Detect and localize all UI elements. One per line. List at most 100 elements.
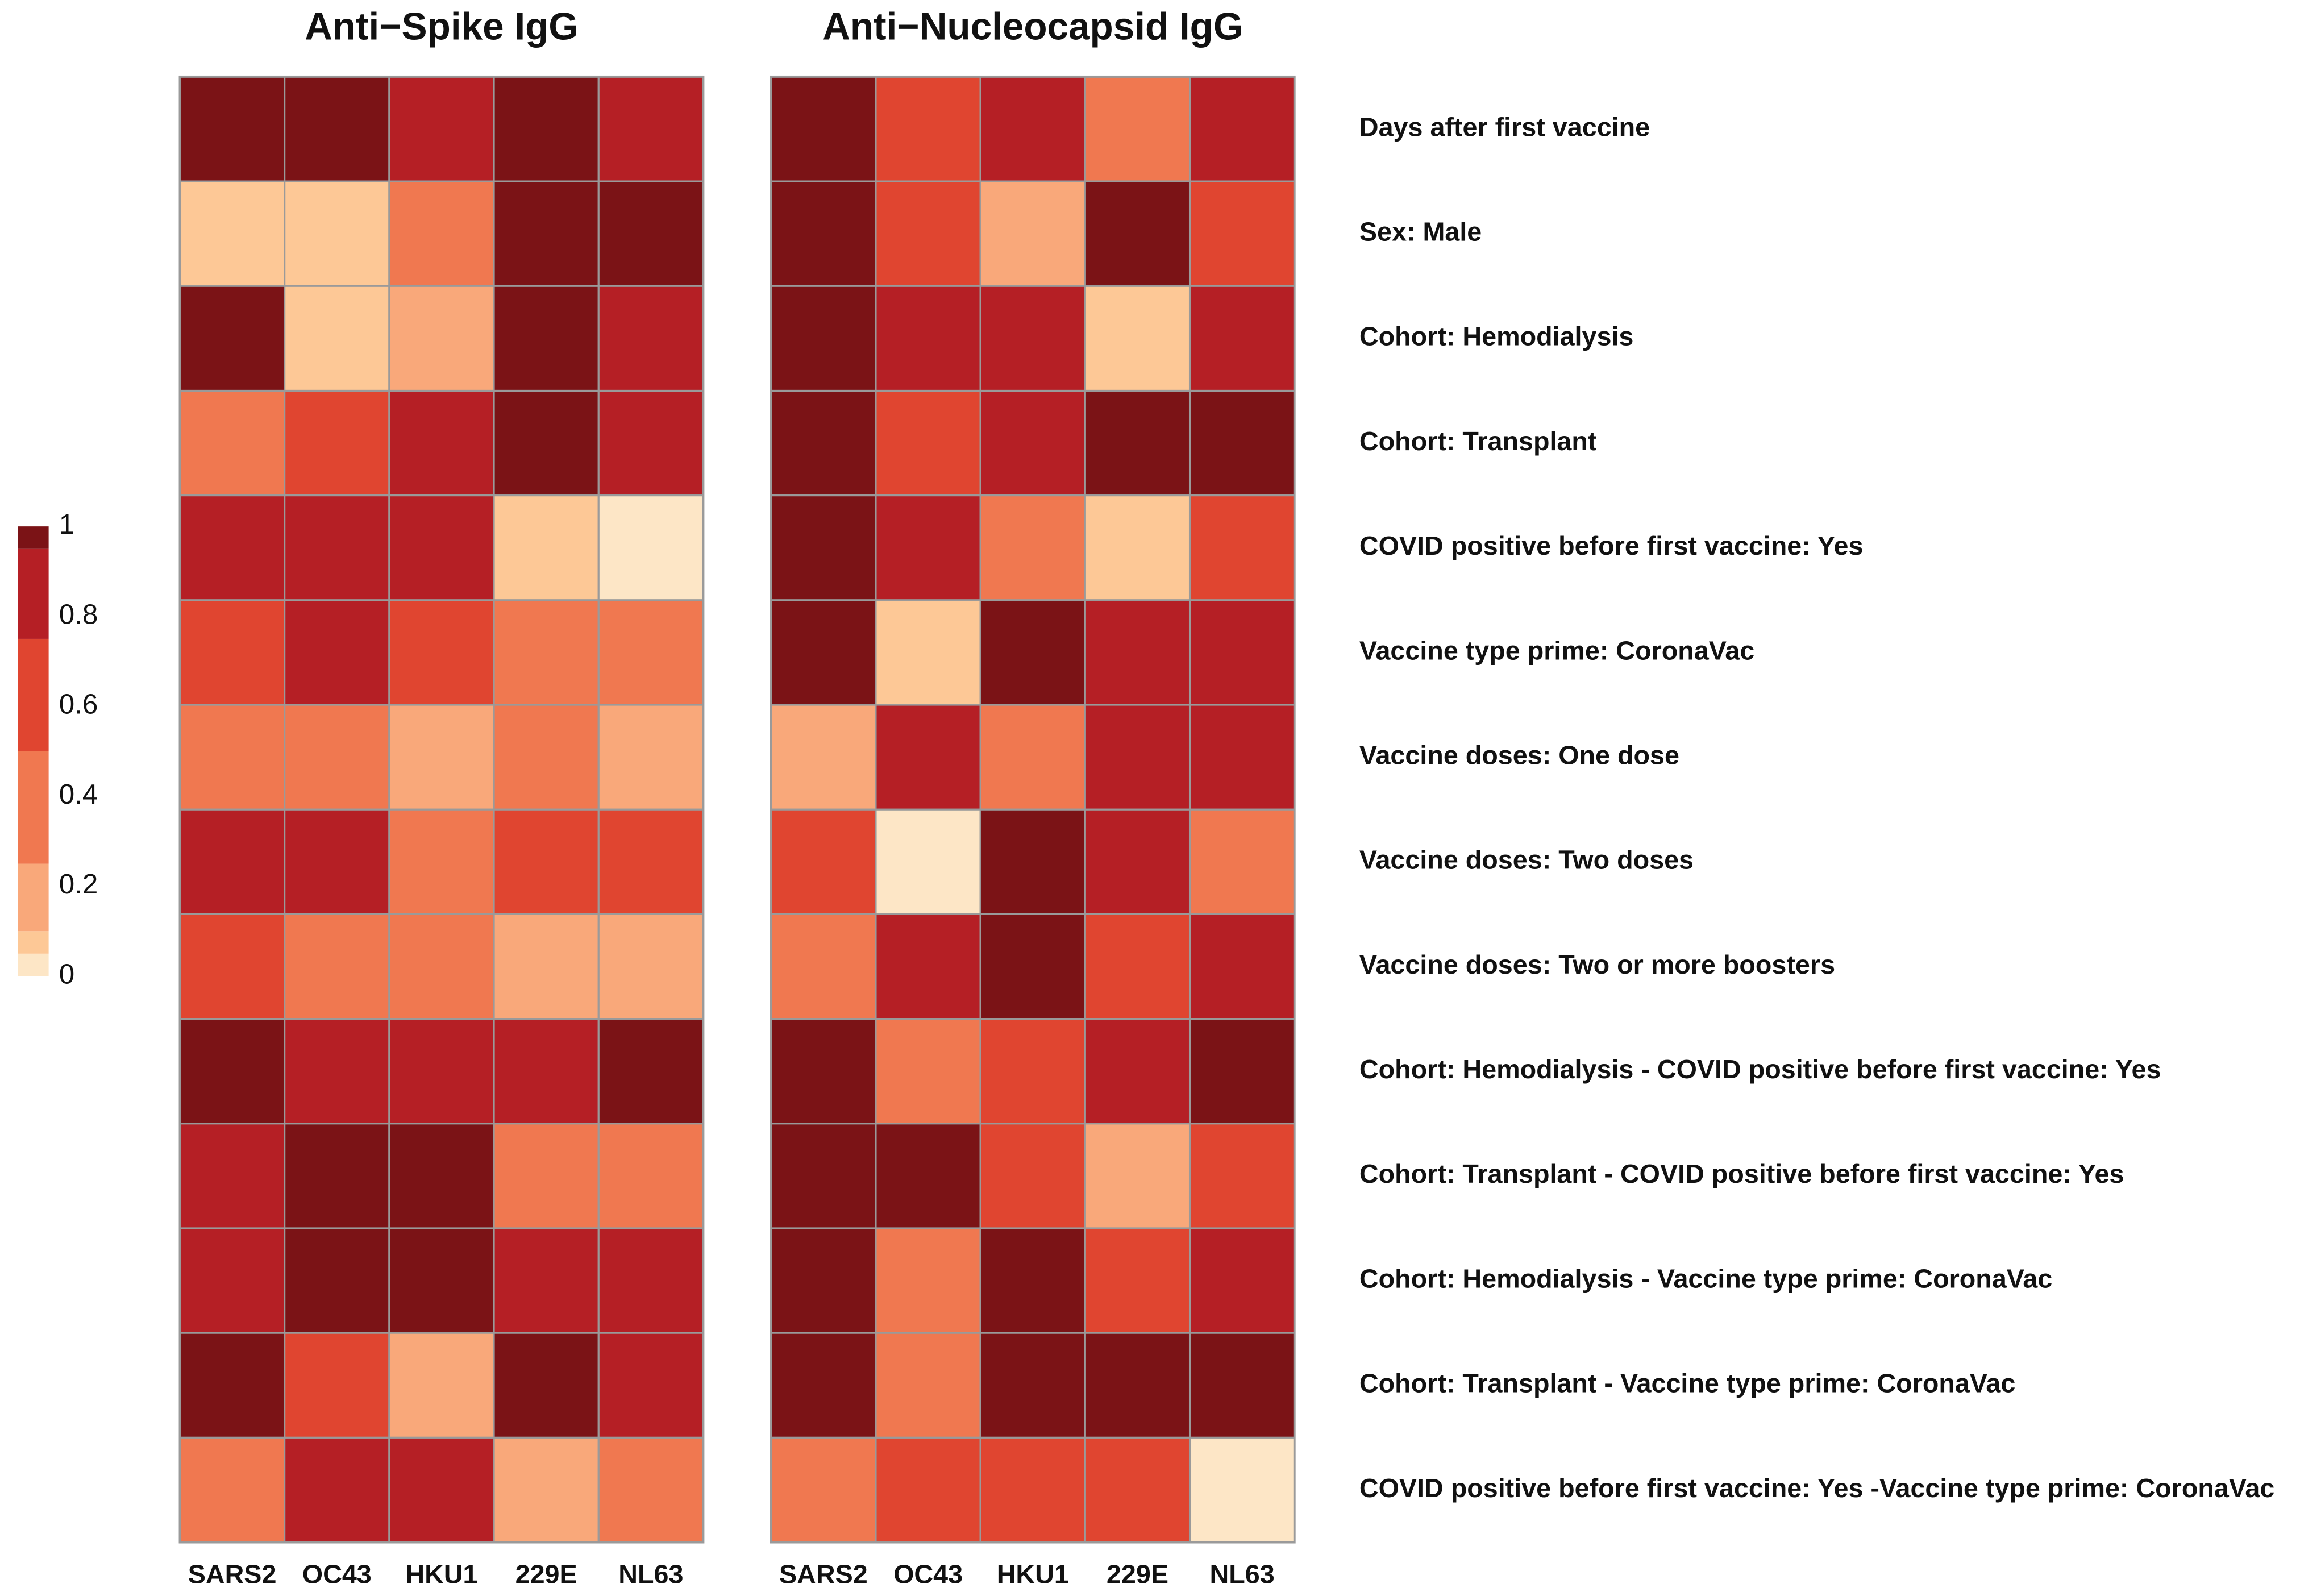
cell — [1084, 704, 1191, 811]
cell — [1188, 76, 1296, 182]
row-label: Cohort: Hemodialysis - Vaccine type prim… — [1359, 1264, 2052, 1293]
cell — [388, 494, 495, 601]
cell — [1188, 285, 1296, 392]
cell — [284, 180, 390, 287]
cell — [1084, 1123, 1191, 1229]
cell — [388, 1332, 495, 1439]
cell — [493, 494, 600, 601]
cell — [875, 180, 981, 287]
cell — [493, 76, 600, 182]
cell — [493, 913, 600, 1020]
cell — [979, 494, 1086, 601]
cell — [597, 913, 705, 1020]
cell — [979, 1332, 1086, 1439]
colorbar-tick-label: 0.6 — [59, 689, 98, 720]
cell — [770, 285, 877, 392]
cell — [770, 704, 877, 811]
cell — [1084, 1332, 1191, 1439]
cell — [493, 599, 600, 706]
cell — [597, 1123, 705, 1229]
cell — [770, 808, 877, 915]
cell — [597, 180, 705, 287]
row-label: Vaccine type prime: CoronaVac — [1359, 635, 1754, 665]
cell — [979, 1123, 1086, 1229]
panel-title: Anti−Nucleocapsid IgG — [822, 6, 1243, 48]
cell — [388, 808, 495, 915]
cell — [875, 1332, 981, 1439]
cell — [493, 704, 600, 811]
cell — [284, 285, 390, 392]
colorbar-bin — [18, 863, 49, 932]
x-tick-label: HKU1 — [997, 1560, 1069, 1589]
cell — [875, 1123, 981, 1229]
cell — [979, 285, 1086, 392]
row-label: Days after first vaccine — [1359, 112, 1650, 142]
cell — [284, 1123, 390, 1229]
cell — [1188, 599, 1296, 706]
cell — [597, 1436, 705, 1544]
cell — [597, 1018, 705, 1125]
cell — [388, 389, 495, 497]
row-label: COVID positive before first vaccine: Yes — [1359, 531, 1864, 560]
cell — [597, 1332, 705, 1439]
cell — [979, 704, 1086, 811]
cell — [770, 1227, 877, 1334]
cell — [875, 76, 981, 182]
cell — [284, 494, 390, 601]
cell — [1084, 1227, 1191, 1334]
cell — [1084, 808, 1191, 915]
x-tick-label: HKU1 — [405, 1560, 477, 1589]
cell — [979, 913, 1086, 1020]
cell — [388, 180, 495, 287]
cell — [770, 599, 877, 706]
cell — [875, 599, 981, 706]
cell — [1084, 76, 1191, 182]
cell — [178, 1332, 286, 1439]
row-label: Cohort: Hemodialysis — [1359, 322, 1634, 351]
colorbar-bin — [18, 751, 49, 864]
cell — [284, 704, 390, 811]
cell — [875, 913, 981, 1020]
cell — [1188, 1227, 1296, 1334]
cell — [770, 1332, 877, 1439]
cell — [597, 808, 705, 915]
cell — [875, 1018, 981, 1125]
x-tick-label: 229E — [515, 1560, 577, 1589]
colorbar-bin — [18, 526, 49, 549]
row-label: Vaccine doses: Two or more boosters — [1359, 950, 1835, 979]
cell — [1084, 599, 1191, 706]
cell — [875, 285, 981, 392]
cell — [979, 1436, 1086, 1544]
cell — [1188, 913, 1296, 1020]
cell — [284, 808, 390, 915]
cell — [178, 285, 286, 392]
cell — [1188, 808, 1296, 915]
panel-frame — [770, 75, 1296, 1544]
cell — [770, 494, 877, 601]
cell — [770, 389, 877, 497]
cell — [178, 599, 286, 706]
row-label: Cohort: Hemodialysis - COVID positive be… — [1359, 1054, 2161, 1084]
cell — [1188, 389, 1296, 497]
cell — [979, 389, 1086, 497]
cell — [979, 1227, 1086, 1334]
cell — [178, 180, 286, 287]
cell — [1084, 1436, 1191, 1544]
cell — [388, 76, 495, 182]
x-tick-label: NL63 — [618, 1560, 683, 1589]
cell — [178, 808, 286, 915]
cell — [770, 1436, 877, 1544]
cell — [493, 285, 600, 392]
cell — [1188, 1332, 1296, 1439]
cell — [178, 1227, 286, 1334]
cell — [388, 1123, 495, 1229]
cell — [770, 76, 877, 182]
cell — [284, 1436, 390, 1544]
cell — [875, 704, 981, 811]
cell — [875, 1436, 981, 1544]
colorbar-bin — [18, 953, 49, 976]
x-tick-label: OC43 — [893, 1560, 963, 1589]
cell — [284, 1018, 390, 1125]
cell — [770, 1018, 877, 1125]
cell — [388, 704, 495, 811]
